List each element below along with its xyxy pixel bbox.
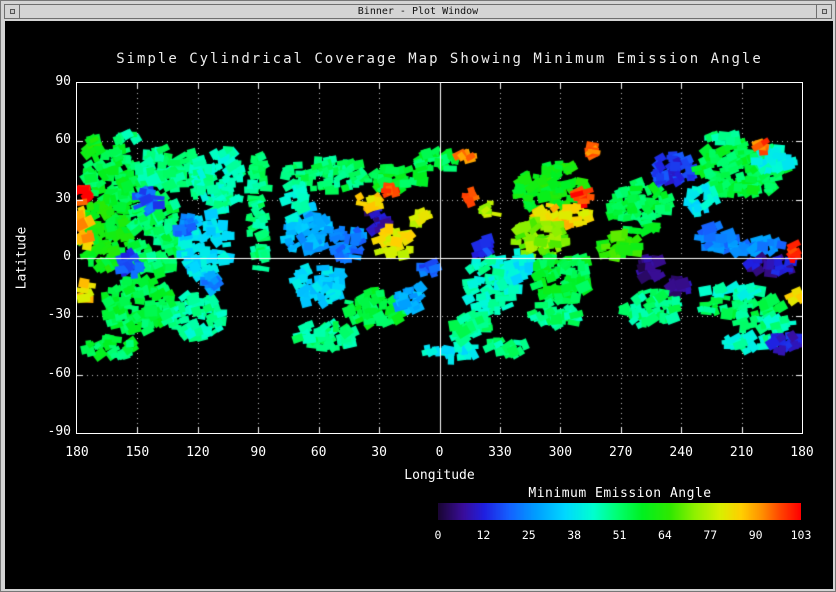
colorbar-tick-label: 51 (612, 528, 627, 542)
window-resize-icon (821, 9, 827, 14)
y-tick-label: -90 (47, 424, 71, 439)
colorbar-tick-label: 77 (703, 528, 718, 542)
colorbar-tick-label: 64 (657, 528, 672, 542)
colorbar-tick-label: 12 (476, 528, 491, 542)
y-tick-label: 90 (55, 74, 71, 89)
x-tick-label: 90 (250, 445, 267, 460)
y-tick-label: -30 (47, 307, 71, 323)
x-tick-label: 120 (186, 445, 210, 460)
x-tick-label: 270 (609, 445, 633, 460)
x-tick-label: 30 (371, 445, 387, 460)
window-resize-button[interactable] (816, 5, 831, 18)
x-tick-label: 330 (488, 445, 512, 460)
window-menu-button[interactable] (5, 5, 20, 18)
colorbar-title: Minimum Emission Angle (528, 486, 712, 501)
plot-title: Simple Cylindrical Coverage Map Showing … (116, 51, 763, 67)
x-tick-label: 180 (790, 445, 814, 460)
x-tick-label: 150 (125, 445, 150, 460)
x-tick-label: 180 (65, 445, 89, 460)
x-axis-label: Longitude (404, 468, 475, 483)
window-menu-icon (9, 9, 15, 14)
x-tick-label: 240 (669, 445, 693, 460)
x-tick-label: 300 (548, 445, 573, 460)
colorbar-tick-label: 25 (521, 528, 536, 542)
window-title: Binner - Plot Window (357, 6, 479, 17)
colorbar-tick-label: 90 (748, 528, 763, 542)
y-tick-label: -60 (47, 365, 71, 381)
colorbar (438, 503, 801, 520)
plot-area: Simple Cylindrical Coverage Map Showing … (5, 21, 833, 589)
y-tick-label: 0 (63, 249, 71, 264)
colorbar-tick-label: 38 (567, 528, 582, 542)
titlebar[interactable]: Binner - Plot Window (4, 4, 832, 19)
map-canvas (77, 83, 802, 433)
y-tick-label: 30 (55, 190, 71, 206)
colorbar-tick-label: 0 (434, 528, 442, 542)
y-tick-label: 60 (55, 132, 71, 148)
colorbar-tick-label: 103 (790, 528, 812, 542)
x-tick-label: 210 (729, 445, 754, 460)
map-frame (76, 82, 803, 434)
x-tick-label: 60 (310, 445, 327, 460)
x-tick-label: 0 (435, 445, 444, 460)
